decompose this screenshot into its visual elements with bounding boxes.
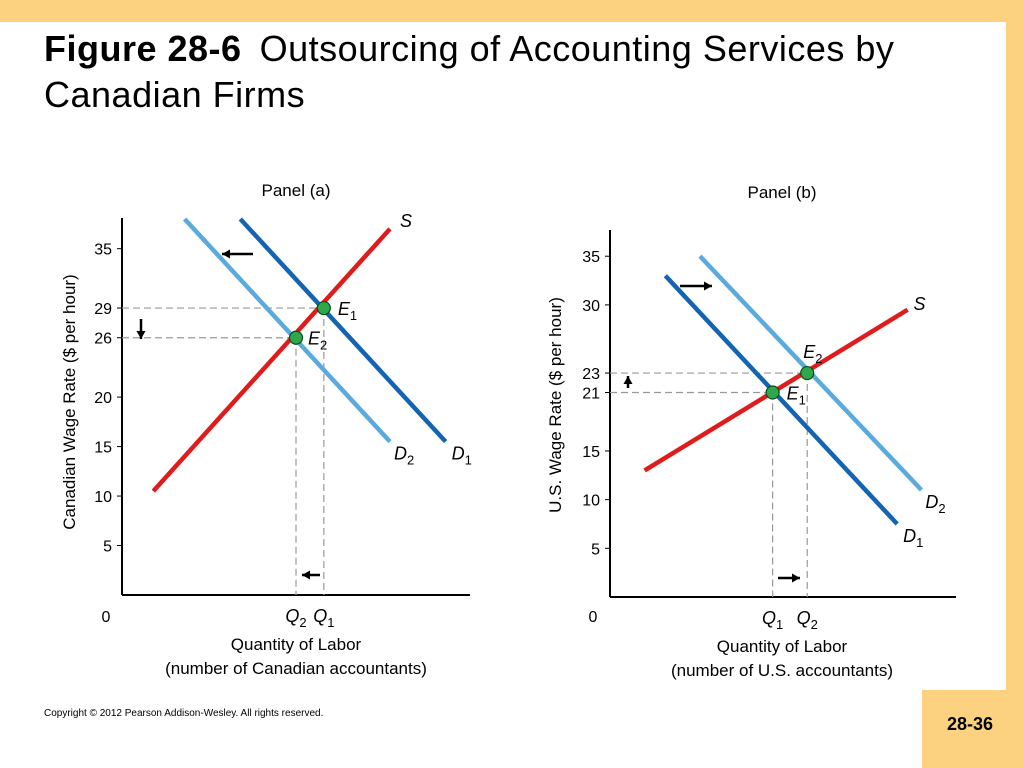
shift-arrow-1-2-head (136, 331, 146, 339)
y-tick-label: 10 (582, 493, 600, 510)
y-tick-label: 20 (94, 390, 112, 407)
y-tick-label: 5 (591, 541, 600, 558)
origin-label: 0 (589, 609, 598, 626)
curve-d1 (238, 217, 448, 444)
y-tick-label: 35 (94, 242, 112, 259)
x-tick-label: Q1 (313, 606, 334, 630)
panel-title: Panel (a) (262, 181, 331, 200)
chart-panel-1: Panel (a) Canadian Wage Rate ($ per hour)… (60, 181, 472, 678)
y-tick-label: 30 (582, 298, 600, 315)
y-tick-label: 23 (582, 366, 600, 383)
curve-label-s: S (914, 294, 926, 314)
slide (0, 22, 1006, 768)
equilibrium-label-e1: E1 (787, 384, 806, 408)
y-tick-label: 21 (582, 386, 600, 403)
figure-number: Figure 28-6 (44, 28, 242, 69)
curve-label-d2: D2 (394, 444, 414, 468)
curve-d2 (182, 217, 392, 444)
x-axis-label: Quantity of Labor (717, 637, 848, 656)
y-tick-label: 15 (94, 440, 112, 457)
equilibrium-point-e2 (288, 330, 304, 345)
curve-s (151, 227, 392, 493)
x-tick-label: Q1 (762, 608, 783, 632)
equilibrium-label-e2: E2 (308, 329, 327, 353)
page-number: 28-36 (946, 714, 994, 734)
figure-title: Outsourcing of Accounting Services by Ca… (44, 28, 895, 115)
y-axis-label: U.S. Wage Rate ($ per hour) (546, 297, 565, 513)
equilibrium-label-e2: E2 (803, 342, 822, 366)
x-axis-label: Quantity of Labor (231, 635, 362, 654)
equilibrium-label-e1: E1 (338, 299, 357, 323)
shift-arrow-1-1-head (222, 249, 230, 259)
page-title: Figure 28-6 Outsourcing of Accounting Ser… (44, 26, 984, 118)
origin-label: 0 (102, 609, 111, 626)
chart-panel-2: Panel (b) U.S. Wage Rate ($ per hour) 0 5 10… (546, 183, 956, 680)
x-tick-label: Q2 (797, 608, 818, 632)
shift-arrow-2-1-head (704, 281, 712, 291)
x-axis-label: (number of U.S. accountants) (671, 661, 893, 680)
y-tick-label: 10 (94, 489, 112, 506)
curve-label-s: S (400, 211, 412, 231)
shift-arrow-1-3-head (302, 570, 310, 580)
equilibrium-point-e2 (800, 365, 815, 381)
y-tick-label: 26 (94, 331, 112, 348)
curve-label-d2: D2 (925, 492, 945, 516)
y-tick-label: 15 (582, 444, 600, 461)
y-tick-label: 35 (582, 249, 600, 266)
curve-label-d1: D1 (452, 444, 472, 468)
shift-arrow-2-3-head (792, 573, 800, 583)
panel-title: Panel (b) (748, 183, 817, 202)
equilibrium-point-e1 (316, 300, 331, 316)
y-axis-label: Canadian Wage Rate ($ per hour) (60, 274, 79, 529)
y-tick-label: 5 (103, 539, 112, 556)
copyright-notice: Copyright © 2012 Pearson Addison-Wesley.… (44, 708, 324, 719)
x-tick-label: Q2 (285, 606, 306, 630)
page-number-box: 28-36 (922, 690, 1024, 768)
curve-d1 (663, 274, 899, 526)
curve-label-d1: D1 (903, 526, 923, 550)
x-axis-label: (number of Canadian accountants) (165, 659, 427, 678)
equilibrium-point-e1 (765, 385, 780, 400)
shift-arrow-2-2-head (623, 376, 633, 384)
y-tick-label: 29 (94, 301, 112, 318)
